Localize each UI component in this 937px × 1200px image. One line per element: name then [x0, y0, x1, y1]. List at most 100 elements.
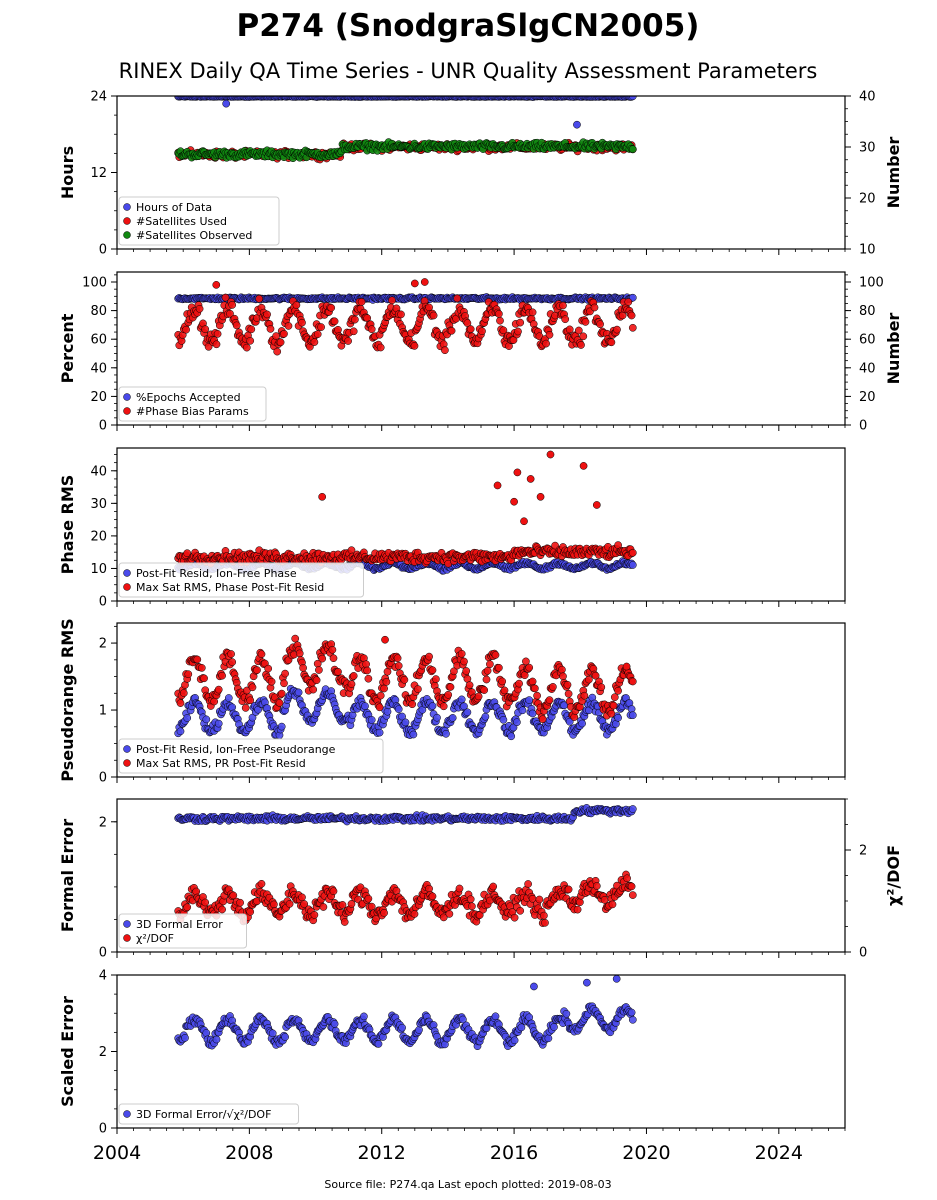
data-point [212, 340, 221, 349]
data-point [622, 662, 631, 671]
data-point [347, 900, 356, 908]
data-point [298, 893, 306, 902]
data-point [309, 685, 318, 694]
data-point [264, 664, 273, 673]
points-2 [174, 278, 637, 356]
y-tick-label: 1 [99, 704, 107, 719]
legend-marker [123, 217, 131, 225]
data-point [212, 281, 221, 289]
data-point [433, 713, 441, 722]
data-point [573, 905, 582, 914]
data-point [432, 675, 440, 683]
data-point [414, 685, 422, 693]
data-point [545, 330, 554, 339]
legend-label: χ²/DOF [136, 932, 174, 945]
data-point [581, 318, 590, 326]
y-axis-label: Pseudorange RMS [58, 618, 77, 781]
data-point [281, 669, 289, 678]
y-tick-label: 2 [99, 815, 107, 830]
points-4 [174, 634, 637, 741]
data-point [462, 667, 471, 675]
data-point [420, 278, 429, 286]
data-point [183, 714, 192, 722]
y-tick-label: 30 [90, 497, 107, 512]
data-point [310, 338, 319, 346]
data-point [375, 703, 384, 712]
data-point [444, 690, 453, 699]
data-point [628, 711, 637, 720]
data-point [564, 689, 573, 698]
y2-tick-label: 40 [859, 361, 876, 376]
legend-box [118, 738, 384, 774]
data-point [558, 665, 566, 674]
data-point [483, 666, 492, 675]
data-point [516, 906, 525, 915]
data-point [540, 911, 548, 920]
data-point [579, 332, 588, 341]
data-point [388, 296, 396, 305]
data-point [591, 671, 600, 680]
legend-label: Hours of Data [136, 201, 212, 214]
data-point [428, 702, 437, 710]
data-point [362, 660, 370, 669]
data-point [315, 666, 323, 674]
data-point [312, 676, 321, 685]
data-point [294, 688, 303, 697]
data-point [202, 1029, 211, 1037]
data-point [549, 683, 557, 691]
data-point [408, 700, 417, 709]
data-point [400, 675, 409, 684]
y2-tick-label: 80 [859, 304, 876, 319]
legend-marker [123, 920, 131, 928]
data-point [499, 715, 508, 724]
legend-label: #Satellites Observed [136, 229, 252, 242]
y2-tick-label: 40 [859, 90, 876, 105]
y-tick-label: 0 [99, 771, 107, 786]
data-point [520, 517, 528, 526]
data-point [545, 696, 554, 704]
data-point [201, 898, 210, 907]
data-point [327, 303, 336, 312]
data-point [328, 645, 337, 654]
data-point [510, 497, 518, 506]
y-tick-label: 2 [99, 637, 107, 652]
y-tick-label: 20 [90, 529, 107, 544]
y-tick-label: 10 [90, 562, 107, 577]
data-point [364, 674, 373, 683]
data-point [498, 677, 507, 686]
legend-marker [123, 569, 131, 577]
chart-panel-2: 020406080100Percent020406080100Number%Ep… [58, 271, 903, 434]
data-point [429, 311, 438, 320]
legend-label: Post-Fit Resid, Ion-Free Pseudorange [136, 743, 336, 756]
data-point [410, 279, 419, 288]
data-point [446, 683, 455, 691]
data-point [182, 325, 190, 334]
data-point [623, 874, 631, 883]
data-point [493, 481, 502, 490]
data-point [475, 911, 484, 919]
y-tick-label: 24 [90, 90, 107, 105]
data-point [559, 672, 567, 681]
data-point [453, 294, 462, 303]
legend-marker [123, 934, 131, 942]
data-point [465, 681, 474, 689]
data-point [457, 695, 466, 704]
data-point [592, 501, 601, 509]
legend-label: Max Sat RMS, Phase Post-Fit Resid [136, 581, 324, 594]
figure-title: P274 (SnodgraSlgCN2005) [237, 8, 700, 44]
data-point [614, 686, 622, 695]
y-tick-label: 40 [90, 464, 107, 479]
data-point [460, 657, 468, 666]
data-point [255, 294, 264, 303]
data-point [183, 903, 192, 912]
data-point [409, 730, 418, 739]
data-point [228, 301, 237, 309]
data-point [202, 715, 211, 724]
data-point [542, 339, 550, 348]
data-point [410, 910, 419, 918]
y2-axis-label: Number [884, 137, 903, 209]
data-point [284, 322, 293, 330]
data-point [607, 338, 616, 347]
series-1-3 [174, 138, 637, 163]
data-point [394, 661, 403, 670]
